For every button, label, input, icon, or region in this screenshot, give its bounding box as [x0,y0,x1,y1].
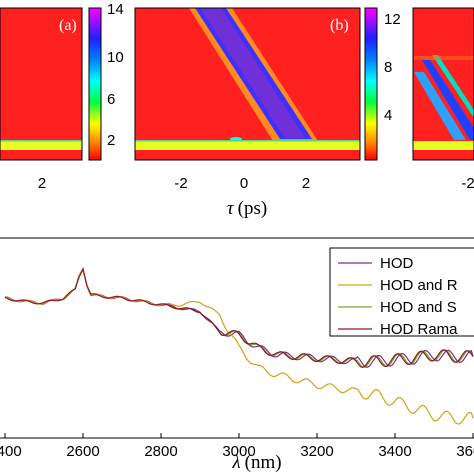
heatmap-b-frame [134,7,361,161]
heatmap-b-x-tick-label: -2 [174,175,187,192]
legend-label: HOD and S [380,299,457,316]
spectrum-x-axis-label: λ (nm) [231,452,281,473]
colorbar-b-tick-label: 4 [384,107,392,124]
colorbar-b-gradient [364,7,378,161]
colorbar-a-tick-label: 14 [107,1,124,18]
series-layer [4,266,474,425]
heatmap-c-diagonal-band [422,60,474,140]
heatmap-b-x-tick-label: 2 [302,175,310,192]
colorbar-b: 12 8 4 [364,7,401,161]
colorbar-a-tick-label: 10 [107,49,124,66]
legend-label: HOD Rama [380,321,458,338]
heatmap-panel-a: (a) 2 [0,7,83,192]
legend-label: HOD and R [380,277,458,294]
heatmap-a-field [0,8,82,160]
colorbar-a: 14 10 6 2 [88,1,124,161]
heatmap-a-x-tick-label: 2 [38,175,46,192]
panel-label-b: (b) [330,17,349,34]
legend: HOD HOD and R HOD and S HOD Rama [329,247,474,338]
heatmap-b-x-axis-label: τ (ps) [227,198,267,219]
heatmap-c-yellow-band [413,141,474,150]
heatmap-b-cyan-line [135,140,360,142]
x-tick-label: 3000 [222,443,255,460]
heatmap-c-x-tick-label: -2 [461,175,474,192]
x-tick-label: 3400 [378,443,411,460]
legend-label: HOD [380,255,414,272]
colorbar-a-tick-label: 2 [107,132,115,149]
heatmap-b-x-tick-label: 0 [240,175,248,192]
x-tick-label: 3200 [300,443,333,460]
colorbar-a-gradient [88,7,102,161]
heatmap-c-diagonal-band [432,55,474,118]
x-tick-label: 2600 [66,443,99,460]
colorbar-b-tick-label: 12 [384,11,401,28]
x-tick-label: 2800 [144,443,177,460]
heatmap-c-frame [412,7,474,161]
heatmap-c-orange-edge [414,56,474,60]
panel-label-a: (a) [59,17,77,34]
x-tick-label: 3600 [456,443,474,460]
heatmap-panel-c: -2 [412,7,474,192]
colorbar-b-tick-label: 8 [384,59,392,76]
heatmap-b-band-core [200,8,305,138]
heatmap-c-diagonal-band [414,72,466,140]
colorbar-a-tick-label: 6 [107,91,115,108]
series-line-hod-rama [4,267,474,369]
heatmap-b-yellow-band [135,141,360,150]
heatmap-a-cyan-line [0,140,82,142]
heatmap-panel-b: (b) -2 0 2 τ (ps) [134,7,361,219]
heatmap-a-yellow-band [0,141,82,150]
spectrum-plot-frame [0,237,474,439]
heatmap-a-frame [0,7,83,161]
